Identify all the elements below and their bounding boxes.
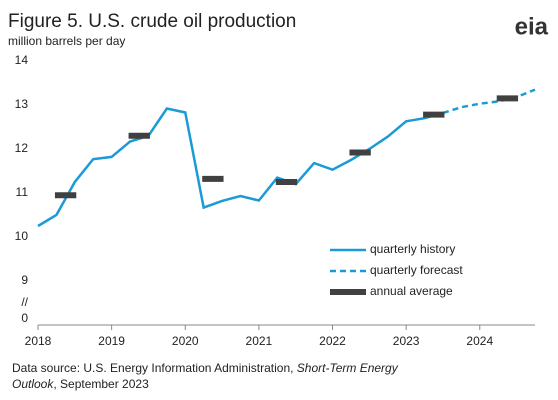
chart-title: Figure 5. U.S. crude oil production (8, 11, 296, 32)
x-tick-label: 2020 (172, 334, 199, 348)
legend-label: quarterly forecast (370, 263, 463, 277)
source-text: , September 2023 (53, 377, 149, 391)
x-tick-label: 2024 (466, 334, 493, 348)
source-text: Data source: U.S. Energy Information Adm… (12, 361, 297, 375)
legend-label: annual average (370, 284, 453, 298)
y-tick-label: 0 (21, 311, 28, 325)
x-tick-label: 2022 (319, 334, 346, 348)
y-tick-label: 14 (15, 53, 29, 67)
legend-label: quarterly history (370, 242, 455, 256)
y-tick-label: 12 (15, 141, 29, 155)
x-tick-label: 2018 (25, 334, 52, 348)
y-tick-label: 13 (15, 97, 29, 111)
logo: eia (515, 13, 549, 40)
chart-subtitle: million barrels per day (8, 34, 125, 48)
series-line (442, 88, 536, 115)
source-note: Data source: U.S. Energy Information Adm… (12, 361, 399, 375)
y-tick-label: 11 (16, 185, 29, 199)
x-tick-label: 2023 (393, 334, 420, 348)
source-note: Outlook, September 2023 (12, 377, 149, 391)
series-line (37, 107, 444, 228)
x-tick-label: 2019 (98, 334, 125, 348)
y-tick-label: 10 (15, 229, 29, 243)
y-tick-label: 9 (21, 273, 28, 287)
source-text: Outlook (12, 377, 54, 391)
x-tick-label: 2021 (246, 334, 273, 348)
axis-break: // (21, 295, 28, 309)
source-text: Short-Term Energy (297, 361, 399, 375)
